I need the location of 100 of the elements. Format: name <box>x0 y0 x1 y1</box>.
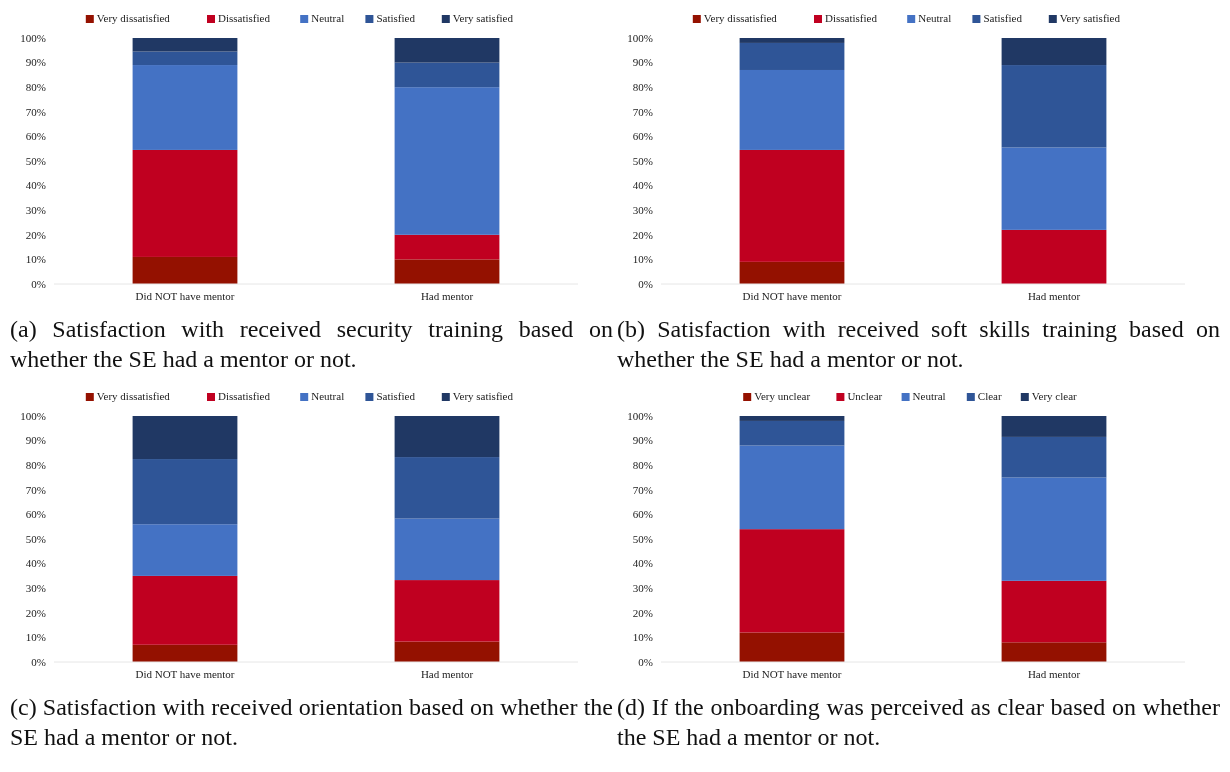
legend-label: Neutral <box>311 12 345 24</box>
y-tick-label: 50% <box>25 532 46 545</box>
y-tick-label: 50% <box>632 532 653 545</box>
bar <box>132 644 238 662</box>
y-tick-label: 10% <box>25 631 46 644</box>
y-tick-label: 90% <box>632 434 653 447</box>
x-tick-label: Did NOT have mentor <box>742 668 842 680</box>
bar <box>394 641 500 662</box>
y-tick-label: 50% <box>25 154 46 167</box>
y-tick-label: 90% <box>632 56 653 69</box>
bar <box>132 256 238 284</box>
y-tick-label: 60% <box>25 508 46 521</box>
y-tick-label: 20% <box>632 606 653 619</box>
bar <box>739 420 845 446</box>
y-tick-label: 40% <box>25 557 46 570</box>
text: (b) Satisfaction with received soft skills training based on whether the SE had a mentor or not. <box>616 315 1221 374</box>
y-tick-label: 10% <box>632 631 653 644</box>
legend-label: Clear <box>977 390 1002 402</box>
y-tick-label: 30% <box>632 582 653 595</box>
bar <box>132 459 238 525</box>
y-tick-label: 0% <box>638 277 653 290</box>
y-tick-label: 10% <box>632 253 653 266</box>
y-tick-label: 60% <box>632 130 653 143</box>
y-tick-label: 60% <box>25 130 46 143</box>
x-tick-label: Had mentor <box>1027 290 1081 302</box>
bar <box>394 518 500 581</box>
legend-label: Very satisfied <box>452 12 514 24</box>
y-tick-label: 20% <box>25 228 46 241</box>
x-tick-label: Had mentor <box>420 668 474 680</box>
legend-label: Satisfied <box>983 12 1023 24</box>
y-tick-label: 30% <box>25 582 46 595</box>
legend-label: Very dissatisfied <box>703 12 778 24</box>
bar <box>739 149 845 262</box>
bar <box>1001 642 1107 662</box>
legend-label: Unclear <box>847 390 883 402</box>
bar <box>394 580 500 642</box>
y-tick-label: 30% <box>632 204 653 217</box>
bar <box>132 575 238 645</box>
legend-label: Very dissatisfied <box>96 12 171 24</box>
y-tick-label: 20% <box>632 228 653 241</box>
y-tick-label: 40% <box>632 557 653 570</box>
x-tick-label: Did NOT have mentor <box>742 290 842 302</box>
bar <box>739 529 845 633</box>
legend-label: Very unclear <box>754 390 811 402</box>
y-tick-label: 100% <box>627 409 653 422</box>
y-tick-label: 80% <box>25 81 46 94</box>
x-tick-label: Did NOT have mentor <box>135 290 235 302</box>
y-tick-label: 80% <box>25 459 46 472</box>
legend-label: Very clear <box>1031 390 1078 402</box>
y-tick-label: 70% <box>632 105 653 118</box>
y-tick-label: 20% <box>25 606 46 619</box>
y-tick-label: 80% <box>632 459 653 472</box>
bar <box>1001 38 1107 66</box>
bar <box>394 62 500 88</box>
bar <box>739 69 845 150</box>
y-tick-label: 0% <box>638 655 653 668</box>
bar <box>132 416 238 460</box>
legend-label: Satisfied <box>376 390 416 402</box>
bar <box>132 524 238 576</box>
y-tick-label: 100% <box>627 31 653 44</box>
legend-label: Neutral <box>912 390 946 402</box>
text: (d) If the onboarding was perceived as clear based on whether the SE had a mentor or not. <box>616 693 1221 752</box>
y-tick-label: 60% <box>632 508 653 521</box>
bar <box>739 632 845 662</box>
bar <box>132 51 238 66</box>
y-tick-label: 0% <box>31 277 46 290</box>
bar <box>1001 229 1107 284</box>
bar <box>739 445 845 530</box>
y-tick-label: 80% <box>632 81 653 94</box>
bar <box>394 457 500 519</box>
legend-label: Satisfied <box>376 12 416 24</box>
y-tick-label: 90% <box>25 56 46 69</box>
y-tick-label: 100% <box>20 31 46 44</box>
y-tick-label: 100% <box>20 409 46 422</box>
bar <box>1001 416 1107 437</box>
bar <box>132 149 238 257</box>
bar <box>394 87 500 235</box>
bar <box>132 65 238 150</box>
bar <box>739 38 845 43</box>
x-tick-label: Had mentor <box>420 290 474 302</box>
bar <box>394 234 500 260</box>
legend-label: Dissatisfied <box>218 390 271 402</box>
y-tick-label: 10% <box>25 253 46 266</box>
bar <box>739 42 845 70</box>
bar <box>394 259 500 284</box>
legend-label: Neutral <box>311 390 345 402</box>
y-tick-label: 90% <box>25 434 46 447</box>
y-tick-label: 40% <box>25 179 46 192</box>
y-tick-label: 70% <box>632 483 653 496</box>
legend-label: Very satisfied <box>1059 12 1121 24</box>
bar <box>739 261 845 284</box>
y-tick-label: 50% <box>632 154 653 167</box>
legend-label: Very dissatisfied <box>96 390 171 402</box>
y-tick-label: 70% <box>25 105 46 118</box>
y-tick-label: 0% <box>31 655 46 668</box>
legend-label: Very satisfied <box>452 390 514 402</box>
x-tick-label: Did NOT have mentor <box>135 668 235 680</box>
bar <box>1001 65 1107 148</box>
bar <box>394 416 500 458</box>
legend-label: Dissatisfied <box>825 12 878 24</box>
